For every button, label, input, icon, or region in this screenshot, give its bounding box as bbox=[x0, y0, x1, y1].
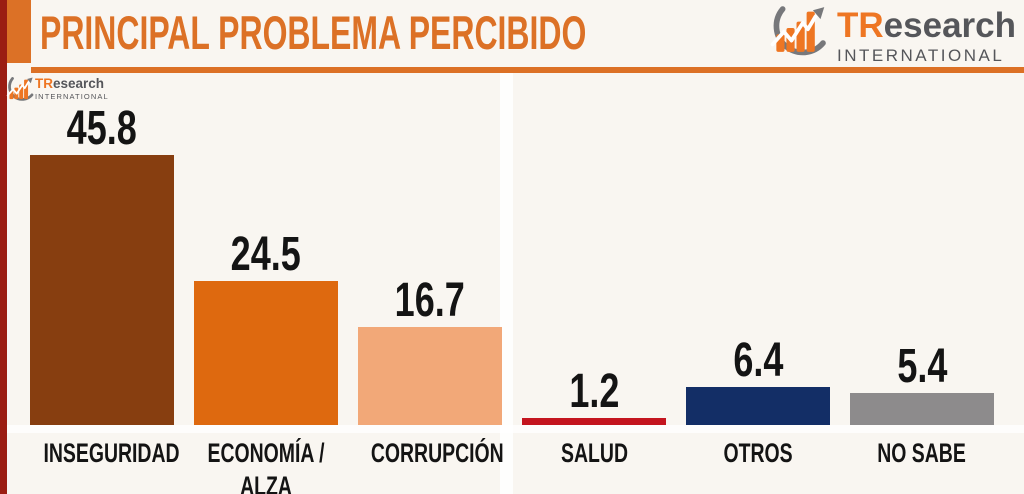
bar-value-no-sabe: 5.4 bbox=[850, 341, 994, 393]
brand-name: TResearch bbox=[837, 8, 1016, 43]
bar-value-economia-alza-de-precios: 24.5 bbox=[194, 229, 338, 281]
brand-watermark-name-prefix: TR bbox=[35, 76, 53, 91]
bar-label-text: OTROS bbox=[723, 438, 793, 468]
bar-label-text: CORRUPCIÓN bbox=[370, 438, 504, 468]
bar-label-text: ECONOMÍA / ALZA DE PRECIOS bbox=[207, 438, 325, 494]
bar-value-text: 45.8 bbox=[66, 102, 138, 155]
bar-label-text: SALUD bbox=[560, 438, 628, 468]
bar-label-no-sabe: NO SABE bbox=[837, 437, 1007, 470]
brand-chart-icon bbox=[770, 6, 826, 56]
header-underline bbox=[31, 67, 1024, 73]
bar-value-salud: 1.2 bbox=[522, 366, 666, 418]
brand-text: TResearch INTERNATIONAL bbox=[837, 8, 1016, 66]
page-title-text: PRINCIPAL PROBLEMA PERCIBIDO bbox=[40, 5, 587, 59]
brand-watermark-text: TResearch INTERNATIONAL bbox=[35, 77, 109, 101]
brand-subtitle: INTERNATIONAL bbox=[837, 46, 1005, 65]
page-title: PRINCIPAL PROBLEMA PERCIBIDO bbox=[40, 0, 843, 64]
brand-watermark-name: TResearch bbox=[35, 77, 109, 91]
bar-label-economia-alza-de-precios: ECONOMÍA / ALZA DE PRECIOS bbox=[181, 437, 351, 494]
brand-watermark-chart-icon bbox=[6, 77, 34, 101]
bar-value-text: 1.2 bbox=[568, 365, 620, 418]
bar-value-text: 24.5 bbox=[230, 228, 302, 281]
brand-watermark-name-rest: esearch bbox=[53, 76, 105, 91]
brand-watermark-logo: TResearch INTERNATIONAL bbox=[2, 76, 109, 104]
bar-corrupcion bbox=[358, 327, 502, 425]
bar-economia-alza-de-precios bbox=[194, 281, 338, 425]
bar-no-sabe bbox=[850, 393, 994, 425]
bar-label-text: NO SABE bbox=[877, 438, 967, 468]
brand-watermark-subtitle: INTERNATIONAL bbox=[35, 91, 109, 101]
bar-value-text: 5.4 bbox=[896, 340, 948, 393]
bar-label-salud: SALUD bbox=[509, 437, 679, 470]
bar-value-text: 6.4 bbox=[732, 334, 784, 387]
bar-value-otros: 6.4 bbox=[686, 335, 830, 387]
bar-label-corrupcion: CORRUPCIÓN bbox=[345, 437, 515, 470]
bar-label-otros: OTROS bbox=[673, 437, 843, 470]
bar-otros bbox=[686, 387, 830, 425]
bar-value-corrupcion: 16.7 bbox=[358, 275, 502, 327]
bar-label-inseguridad: INSEGURIDAD bbox=[17, 437, 187, 470]
brand-logo: TResearch INTERNATIONAL bbox=[755, 4, 1016, 66]
left-accent-strip bbox=[0, 0, 7, 494]
background-seam bbox=[500, 73, 513, 494]
brand-name-prefix: TR bbox=[837, 6, 884, 45]
bar-value-text: 16.7 bbox=[394, 274, 466, 327]
bar-label-text: INSEGURIDAD bbox=[43, 438, 180, 468]
title-accent-block bbox=[7, 0, 31, 63]
brand-name-rest: esearch bbox=[883, 6, 1016, 45]
chart-baseline bbox=[7, 425, 1024, 433]
bar-value-inseguridad: 45.8 bbox=[30, 103, 174, 155]
bar-salud bbox=[522, 418, 666, 425]
bar-inseguridad bbox=[30, 155, 174, 425]
